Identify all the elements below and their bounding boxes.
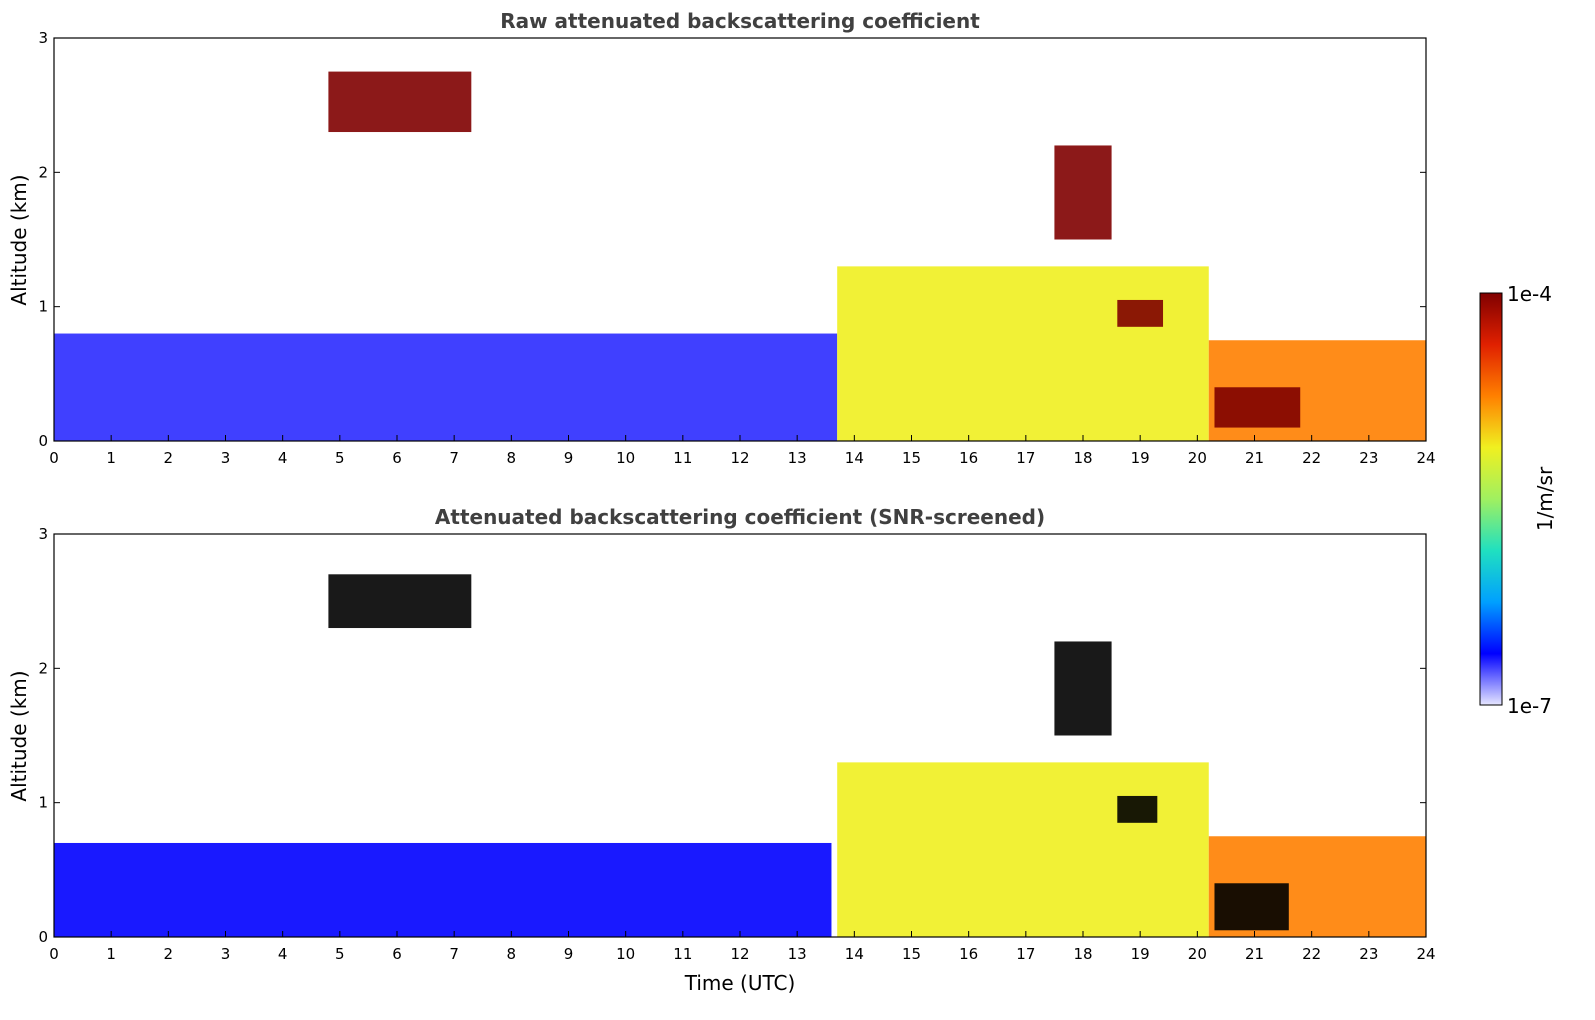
x-tick-label: 15: [902, 449, 921, 467]
x-tick-label: 22: [1302, 945, 1321, 963]
heatmap-feature-cloud-layer: [1054, 145, 1112, 240]
x-tick-label: 6: [392, 945, 402, 963]
y-tick-label: 2: [38, 163, 48, 181]
x-tick-label: 21: [1245, 449, 1264, 467]
heatmap-feature-aerosol-boundary-layer: [837, 762, 1209, 937]
x-tick-label: 18: [1073, 449, 1092, 467]
x-tick-label: 9: [564, 449, 574, 467]
x-tick-label: 8: [507, 449, 517, 467]
x-tick-label: 4: [278, 945, 288, 963]
x-tick-label: 14: [845, 449, 864, 467]
heatmap-feature-saturated-cloud: [1054, 641, 1112, 736]
x-tick-label: 15: [902, 945, 921, 963]
y-tick-label: 0: [38, 928, 48, 946]
x-tick-label: 0: [49, 449, 59, 467]
x-tick-label: 23: [1359, 449, 1378, 467]
heatmap-feature-saturated-cloud: [1214, 883, 1289, 931]
x-tick-label: 2: [164, 449, 174, 467]
x-tick-label: 24: [1416, 945, 1435, 963]
raw-backscatter-panel: Raw attenuated backscattering coefficien…: [7, 9, 1436, 467]
x-tick-label: 1: [106, 945, 116, 963]
panel2-y-ticks: 0 1 2 3: [38, 525, 1426, 946]
x-tick-label: 7: [449, 945, 459, 963]
y-tick-label: 1: [38, 298, 48, 316]
x-tick-label: 10: [616, 449, 635, 467]
x-tick-label: 19: [1131, 449, 1150, 467]
heatmap-feature-cloud-layer: [328, 71, 472, 133]
x-tick-label: 5: [335, 449, 345, 467]
heatmap-feature-saturated-cloud: [328, 574, 472, 629]
x-tick-label: 12: [730, 945, 749, 963]
panel2-title: Attenuated backscattering coefficient (S…: [435, 505, 1045, 529]
panel2-ylabel: Altitude (km): [7, 670, 31, 801]
x-tick-label: 5: [335, 945, 345, 963]
y-tick-label: 3: [38, 29, 48, 47]
heatmap-feature-saturated-cloud: [1117, 795, 1158, 823]
x-tick-label: 8: [507, 945, 517, 963]
x-tick-label: 22: [1302, 449, 1321, 467]
x-tick-label: 4: [278, 449, 288, 467]
x-tick-label: 24: [1416, 449, 1435, 467]
colorbar-max-label: 1e-4: [1507, 282, 1552, 306]
x-tick-label: 17: [1016, 945, 1035, 963]
y-tick-label: 0: [38, 432, 48, 450]
x-tick-label: 14: [845, 945, 864, 963]
colorbar-min-label: 1e-7: [1507, 694, 1552, 718]
x-tick-label: 12: [730, 449, 749, 467]
y-tick-label: 3: [38, 525, 48, 543]
colorbar-unit-label: 1/m/sr: [1533, 466, 1557, 531]
panel1-x-ticks: 0 1 2 3 4 5 6 7 8 9 10 11 12 13 14 15 16 17 18 19 20 21 22 23 24: [49, 435, 1436, 467]
x-tick-label: 9: [564, 945, 574, 963]
panel2-heatmap: [54, 574, 1426, 937]
panel2-xlabel: Time (UTC): [684, 971, 796, 995]
x-tick-label: 7: [449, 449, 459, 467]
heatmap-feature-cloud-layer: [1214, 387, 1301, 428]
x-tick-label: 2: [164, 945, 174, 963]
heatmap-feature-aerosol-boundary-layer: [837, 266, 1209, 441]
panel1-ylabel: Altitude (km): [7, 174, 31, 305]
panel1-heatmap: [54, 71, 1426, 441]
heatmap-feature-noise-boundary-layer: [54, 333, 838, 441]
x-tick-label: 11: [673, 945, 692, 963]
x-tick-label: 0: [49, 945, 59, 963]
x-tick-label: 16: [959, 945, 978, 963]
x-tick-label: 20: [1188, 945, 1207, 963]
panel2-x-ticks: 0 1 2 3 4 5 6 7 8 9 10 11 12 13 14 15 16 17 18 19 20 21 22 23 24: [49, 931, 1436, 963]
x-tick-label: 10: [616, 945, 635, 963]
x-tick-label: 17: [1016, 449, 1035, 467]
x-tick-label: 6: [392, 449, 402, 467]
y-tick-label: 2: [38, 659, 48, 677]
x-tick-label: 20: [1188, 449, 1207, 467]
screened-backscatter-panel: Attenuated backscattering coefficient (S…: [7, 505, 1436, 995]
x-tick-label: 16: [959, 449, 978, 467]
x-tick-label: 18: [1073, 945, 1092, 963]
heatmap-feature-cloud-layer: [1117, 299, 1164, 327]
y-tick-label: 1: [38, 794, 48, 812]
x-tick-label: 1: [106, 449, 116, 467]
colorbar-gradient: [1479, 292, 1503, 706]
x-tick-label: 13: [788, 945, 807, 963]
x-tick-label: 23: [1359, 945, 1378, 963]
x-tick-label: 3: [221, 449, 231, 467]
x-tick-label: 19: [1131, 945, 1150, 963]
x-tick-label: 11: [673, 449, 692, 467]
x-tick-label: 21: [1245, 945, 1264, 963]
panel1-title: Raw attenuated backscattering coefficien…: [500, 9, 980, 33]
panel1-y-ticks: 0 1 2 3: [38, 29, 1426, 450]
x-tick-label: 13: [788, 449, 807, 467]
colorbar: 1e-4 1e-7 1/m/sr: [1479, 282, 1557, 718]
x-tick-label: 3: [221, 945, 231, 963]
heatmap-feature-screened-boundary-layer: [54, 842, 832, 937]
